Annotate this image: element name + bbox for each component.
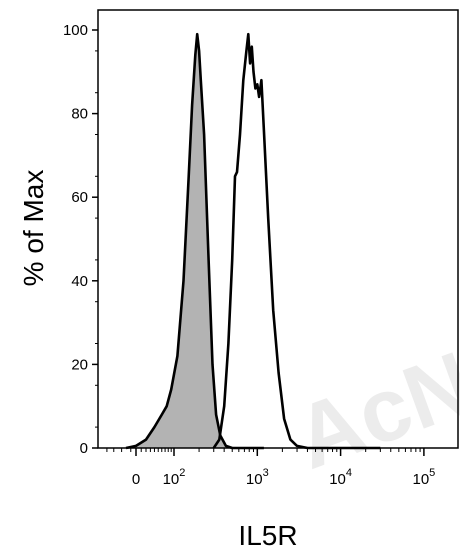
- y-tick-label: 40: [71, 273, 88, 290]
- series-0-fill: [126, 34, 264, 448]
- y-tick-label: 100: [63, 22, 88, 39]
- axes-layer: 0 20 40 60 80 100 0 102 103 104 105: [63, 9, 459, 488]
- series-1-line: [212, 32, 381, 450]
- series-layer: [125, 32, 381, 450]
- x-tick-label: 104: [329, 467, 352, 488]
- x-tick-label: 103: [246, 467, 269, 488]
- x-tick-label: 105: [412, 467, 435, 488]
- y-tick-label: 80: [71, 106, 88, 123]
- x-axis-title: IL5R: [238, 520, 297, 551]
- y-tick-label: 60: [71, 189, 88, 206]
- x-tick-label: 0: [132, 471, 140, 488]
- y-tick-label: 0: [80, 440, 88, 457]
- plot-frame: [97, 9, 459, 449]
- y-tick-label: 20: [71, 356, 88, 373]
- x-tick-label: 102: [163, 467, 186, 488]
- watermark: AcN: [283, 333, 460, 489]
- y-axis-title: % of Max: [18, 170, 49, 287]
- series-0-line: [125, 32, 264, 450]
- watermark-text: AcN: [283, 333, 460, 489]
